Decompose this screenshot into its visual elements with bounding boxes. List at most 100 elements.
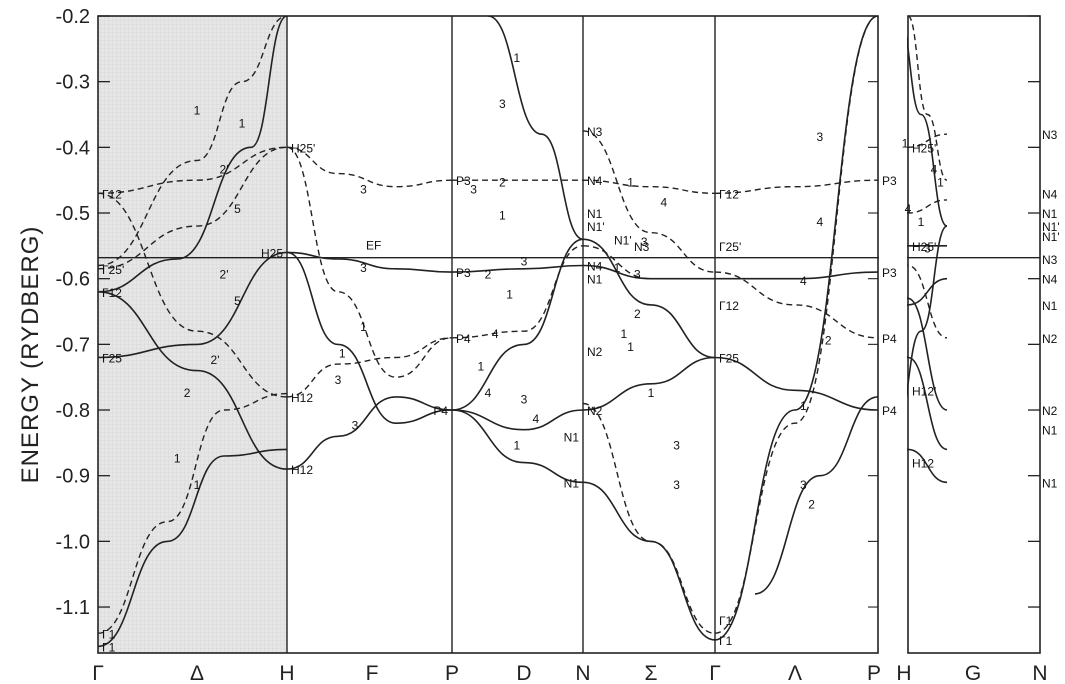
x-symmetry-label: Γ [709, 662, 721, 684]
band-series-15 [451, 264, 584, 273]
x-symmetry-label: F [366, 662, 379, 684]
critical-point-label: P4 [882, 332, 897, 346]
critical-point-label: Γ25 [102, 351, 122, 365]
band-series-0 [98, 448, 288, 648]
band-index-label: 5 [234, 202, 241, 216]
critical-point-label: H25' [291, 141, 315, 155]
band-series-2 [98, 16, 288, 293]
band-index-label: 3 [673, 478, 680, 492]
x-symmetry-label: Δ [190, 662, 204, 684]
band-index-label: 1 [620, 327, 627, 341]
band-index-label: 1 [627, 176, 634, 190]
band-index-label: 3 [521, 255, 528, 269]
critical-point-label: Γ1 [719, 634, 733, 648]
band-series-44 [886, 251, 948, 339]
x-symmetry-label: H [896, 662, 911, 684]
band-series-3 [98, 16, 288, 267]
y-axis-label: ENERGY (RYDBERG) [17, 226, 44, 484]
symmetry-vertical-lines [286, 16, 716, 653]
band-index-label: 3 [335, 373, 342, 387]
left-panel-frame [97, 15, 879, 654]
band-series-8 [98, 146, 288, 270]
band-index-label: 4 [660, 195, 667, 209]
band-series-21 [487, 16, 584, 241]
band-index-label: 3 [673, 438, 680, 452]
band-index-label: 3 [360, 261, 367, 275]
x-symmetry-label: Λ [788, 662, 802, 684]
critical-point-label: N1 [564, 430, 580, 444]
critical-point-label: P4 [433, 404, 448, 418]
band-index-label: 3 [360, 182, 367, 196]
critical-point-label: N1' [614, 233, 632, 247]
critical-point-label: N2 [587, 404, 603, 418]
critical-point-label: N3 [587, 125, 603, 139]
band-curves [98, 16, 948, 648]
x-symmetry-label: N [1032, 662, 1047, 684]
critical-point-label: N1' [1042, 220, 1060, 234]
band-series-19 [451, 409, 584, 431]
band-series-20 [451, 409, 584, 484]
critical-point-label: P4 [882, 404, 897, 418]
critical-point-label: Γ12 [719, 187, 739, 201]
critical-point-label: N1' [1042, 230, 1060, 244]
band-index-label: 1 [194, 104, 201, 118]
band-index-label: 1 [194, 478, 201, 492]
band-index-label: 1 [174, 452, 181, 466]
x-symmetry-label: Σ [645, 662, 658, 684]
x-symmetry-label: P [867, 662, 881, 684]
critical-point-label: P4 [456, 332, 471, 346]
band-series-32 [714, 356, 879, 411]
band-index-label: 3 [352, 419, 359, 433]
band-series-27 [582, 130, 716, 273]
band-index-label: 4 [485, 386, 492, 400]
y-tick-label: -0.2 [56, 6, 90, 28]
band-index-label: 1 [477, 360, 484, 374]
critical-point-label: Γ25' [719, 240, 741, 254]
x-symmetry-label: P [445, 662, 459, 684]
critical-point-label: Γ25 [719, 351, 739, 365]
band-series-33 [714, 271, 879, 339]
critical-point-label: Γ12 [102, 187, 122, 201]
band-index-label: 4 [800, 274, 807, 288]
band-index-label: 3 [499, 97, 506, 111]
band-series-13 [286, 396, 453, 470]
critical-point-label: P3 [456, 266, 471, 280]
band-index-label: 2' [220, 268, 229, 282]
y-tick-label: -0.5 [56, 203, 90, 225]
band-index-label: 1 [239, 117, 246, 131]
critical-point-label: N4 [1042, 187, 1058, 201]
x-symmetry-label: H [279, 662, 294, 684]
critical-point-label: H12 [291, 463, 313, 477]
critical-point-label: N2 [1042, 332, 1058, 346]
critical-point-label: N4 [1042, 273, 1058, 287]
band-index-label: 3 [641, 235, 648, 249]
critical-point-label: Γ12 [719, 299, 739, 313]
critical-point-label: H12 [912, 457, 934, 471]
band-index-label: 3 [634, 268, 641, 282]
band-index-label: 2 [634, 307, 641, 321]
band-series-4 [98, 251, 288, 359]
critical-point-label: N1 [587, 273, 603, 287]
critical-point-label: N1 [1042, 299, 1058, 313]
band-index-label: 3 [521, 392, 528, 406]
critical-point-label: P3 [882, 174, 897, 188]
band-index-label: 5 [234, 294, 241, 308]
band-series-28 [582, 264, 715, 280]
fermi-level-label: EF [366, 239, 381, 253]
band-series-31 [714, 16, 879, 634]
shaded-region [98, 16, 287, 653]
band-series-25 [582, 179, 716, 194]
panel-gap [879, 16, 907, 653]
band-index-label: 1 [499, 209, 506, 223]
x-symmetry-label: D [516, 662, 531, 684]
band-series-7 [98, 146, 288, 194]
y-tick-label: -1.0 [56, 531, 90, 553]
band-index-label: 1 [902, 136, 909, 150]
plot-frame [97, 15, 1041, 654]
band-index-label: 2' [220, 163, 229, 177]
band-series-18 [451, 238, 584, 411]
band-index-label: 4 [905, 202, 912, 216]
band-index-label: 1 [918, 215, 925, 229]
critical-point-label: H25 [261, 246, 283, 260]
